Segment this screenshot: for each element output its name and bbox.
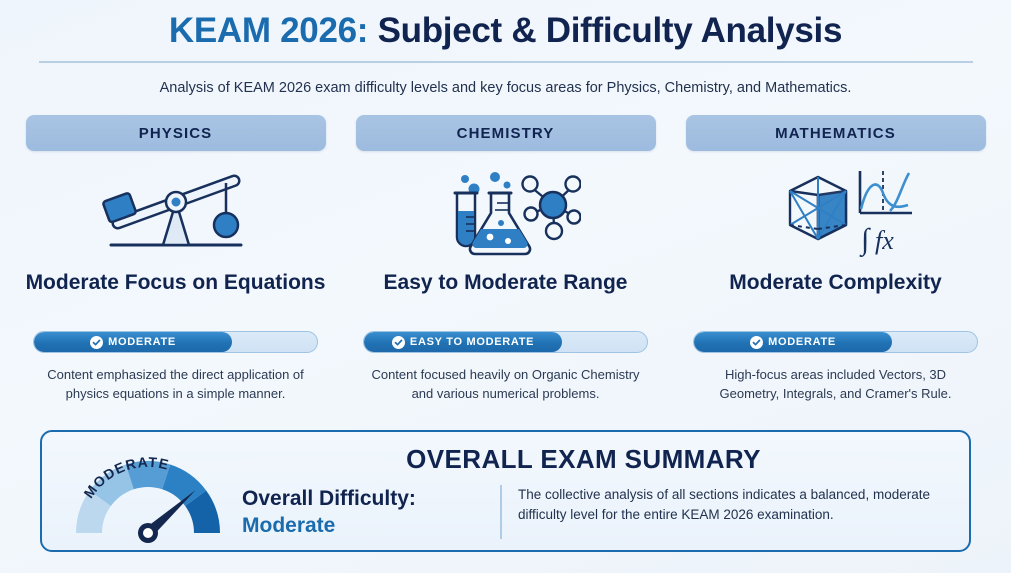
check-circle-icon [750, 335, 764, 349]
subject-heading-chemistry: Easy to Moderate Range [383, 271, 628, 294]
difficulty-badge-fill: MODERATE [694, 332, 893, 352]
subject-heading-physics: Moderate Focus on Equations [25, 271, 326, 294]
check-circle-icon [90, 335, 104, 349]
page-title-main: Subject & Difficulty Analysis [377, 11, 843, 50]
svg-text:∫: ∫ [859, 223, 871, 257]
difficulty-badge-physics: MODERATE [33, 331, 318, 353]
title-divider [38, 61, 973, 63]
page-subtitle: Analysis of KEAM 2026 exam difficulty le… [159, 80, 852, 96]
difficulty-badge-fill: MODERATE [34, 332, 233, 352]
flask-test-tube-molecule-icon [431, 165, 581, 257]
overall-difficulty-block: Overall Difficulty: Moderate [242, 485, 500, 539]
subject-header-physics: PHYSICS [25, 115, 326, 151]
summary-divider [500, 485, 502, 539]
overall-difficulty-label: Overall Difficulty: [242, 487, 416, 510]
check-circle-icon [391, 335, 405, 349]
summary-body: Overall Difficulty: Moderate The collect… [242, 485, 955, 539]
subject-description-physics: Content emphasized the direct applicatio… [47, 367, 304, 401]
balance-scale-lever-icon [101, 165, 251, 257]
subject-description-chemistry: Content focused heavily on Organic Chemi… [371, 367, 640, 401]
difficulty-badge-track: MODERATE [33, 331, 318, 353]
subject-header-mathematics: MATHEMATICS [685, 115, 986, 151]
subject-header-chemistry: CHEMISTRY [355, 115, 656, 151]
overall-difficulty-value: Moderate [242, 514, 336, 537]
summary-description: The collective analysis of all sections … [518, 487, 930, 522]
cube-graph-integral-icon: ∫ fx [756, 165, 916, 257]
summary-title: OVERALL EXAM SUMMARY [406, 444, 761, 474]
difficulty-badge-mathematics: MODERATE [693, 331, 978, 353]
header: KEAM 2026: Subject & Difficulty Analysis… [0, 0, 1011, 98]
difficulty-badge-fill: EASY TO MODERATE [364, 332, 563, 352]
subject-column-chemistry: CHEMISTRY [355, 115, 656, 403]
subject-column-mathematics: MATHEMATICS [685, 115, 986, 403]
gauge-meter-icon: MODERATE [60, 437, 236, 545]
summary-content: OVERALL EXAM SUMMARY Overall Difficulty:… [236, 443, 955, 539]
difficulty-badge-label: MODERATE [768, 336, 836, 348]
subject-heading-mathematics: Moderate Complexity [729, 271, 942, 294]
subject-description-mathematics: High-focus areas included Vectors, 3D Ge… [719, 367, 952, 401]
page-title-accent: KEAM 2026: [168, 11, 369, 50]
svg-text:fx: fx [875, 226, 894, 255]
difficulty-badge-label: EASY TO MODERATE [409, 336, 535, 348]
overall-summary-panel: MODERATE OVERALL EXAM SUMMARY Overall Di… [40, 430, 971, 552]
difficulty-badge-track: MODERATE [693, 331, 978, 353]
subject-columns: PHYSICS [25, 115, 986, 403]
difficulty-badge-chemistry: EASY TO MODERATE [363, 331, 648, 353]
subject-column-physics: PHYSICS [25, 115, 326, 403]
difficulty-badge-track: EASY TO MODERATE [363, 331, 648, 353]
page-title: KEAM 2026: Subject & Difficulty Analysis [0, 8, 1011, 54]
difficulty-badge-label: MODERATE [108, 336, 176, 348]
